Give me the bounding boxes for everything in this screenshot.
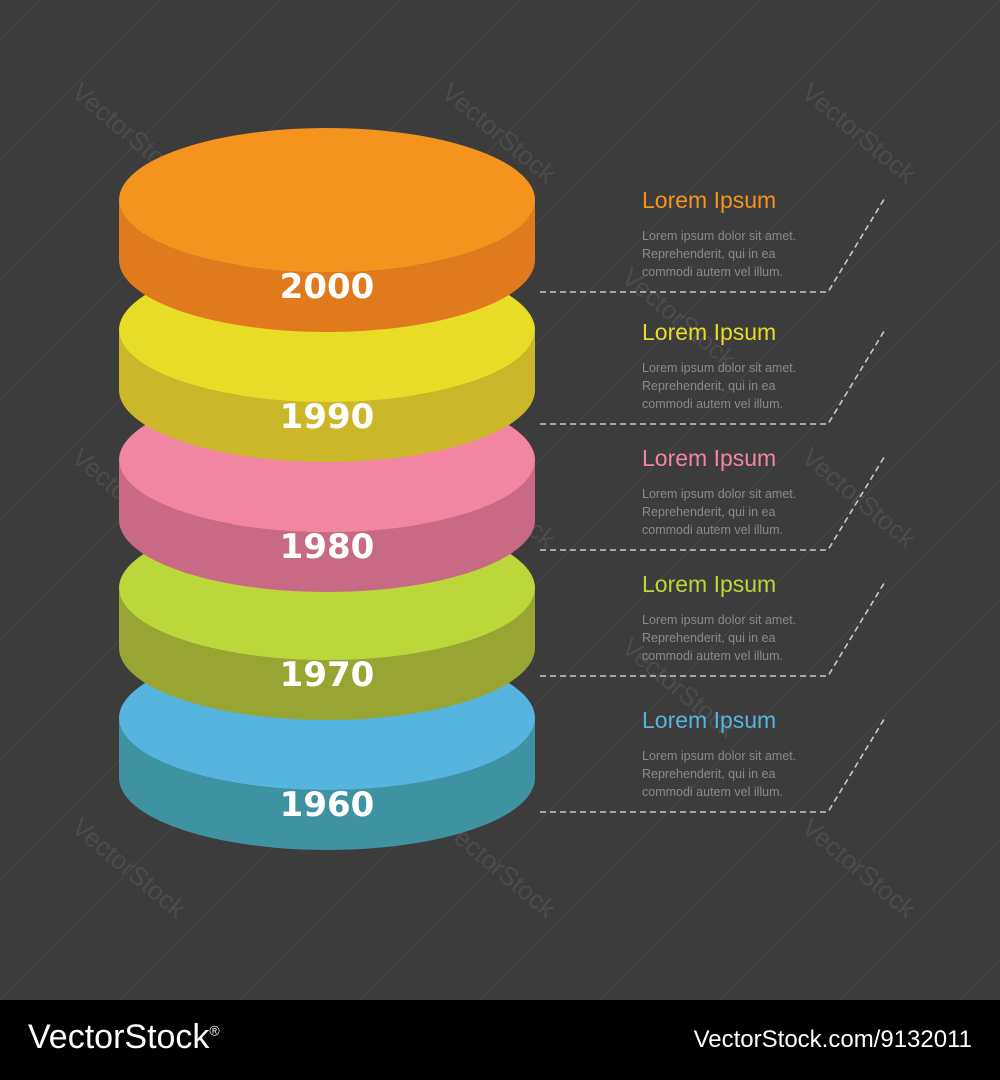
year-label-1970: 1970 [280,655,375,695]
year-label-1980: 1980 [280,527,375,567]
year-label-2000: 2000 [280,267,375,307]
cylinder-side [119,330,535,462]
watermark-text: VectorStock [796,77,922,190]
connector-dashed-line [540,453,887,551]
item-description-line: commodi autem vel illum. [642,649,783,663]
text-block-3: Lorem Ipsum Lorem ipsum dolor sit amet. Re… [642,445,796,537]
item-description-line: commodi autem vel illum. [642,523,783,537]
cylinder-timeline-diagram: VectorStock VectorStock VectorStock VectorS… [0,0,1000,1000]
item-description-line: Lorem ipsum dolor sit amet. [642,487,796,501]
text-block-2: Lorem Ipsum Lorem ipsum dolor sit amet. Re… [642,319,796,411]
cylinder-side [119,588,535,720]
item-title: Lorem Ipsum [642,445,776,471]
footer-url: VectorStock.com/9132011 [693,1026,972,1053]
item-description-line: Lorem ipsum dolor sit amet. [642,613,796,627]
text-block-5: Lorem Ipsum Lorem ipsum dolor sit amet. Re… [642,707,796,799]
cylinder-stack: 1960 1970 1980 1990 2000 [119,128,535,850]
connector-dashed-line [540,195,887,293]
item-description-line: Reprehenderit, qui in ea [642,767,775,781]
item-description-line: commodi autem vel illum. [642,785,783,799]
footer-brand-text: VectorStock [28,1018,210,1056]
cylinder-layer-2000: 2000 [119,128,535,332]
watermark-text: VectorStock [796,442,922,555]
item-title: Lorem Ipsum [642,187,776,213]
item-description-line: commodi autem vel illum. [642,397,783,411]
connector-lines [540,195,887,813]
cylinder-side [119,200,535,332]
item-title: Lorem Ipsum [642,571,776,597]
background-line [599,599,1000,1000]
background-line [719,719,1000,1000]
item-description-line: commodi autem vel illum. [642,265,783,279]
item-description-line: Lorem ipsum dolor sit amet. [642,229,796,243]
watermark-text: VectorStock [66,812,192,925]
item-title: Lorem Ipsum [642,319,776,345]
item-description-line: Reprehenderit, qui in ea [642,247,775,261]
item-description-line: Lorem ipsum dolor sit amet. [642,361,796,375]
text-blocks: Lorem Ipsum Lorem ipsum dolor sit amet. Re… [642,187,796,799]
item-title: Lorem Ipsum [642,707,776,733]
infographic-canvas: VectorStock VectorStock VectorStock VectorS… [0,0,1000,1000]
registered-mark: ® [209,1022,220,1039]
background-line [0,0,281,281]
cylinder-top [119,128,535,272]
year-label-1960: 1960 [280,785,375,825]
connector-dashed-line [540,579,887,677]
connector-dashed-line [540,715,887,813]
watermark-footer: VectorStock® VectorStock.com/9132011 [0,1000,1000,1080]
connector-dashed-line [540,327,887,425]
item-description-line: Reprehenderit, qui in ea [642,379,775,393]
watermark-text: VectorStock [796,812,922,925]
year-label-1990: 1990 [280,397,375,437]
cylinder-side [119,718,535,850]
background-line [479,479,1000,1000]
text-block-4: Lorem Ipsum Lorem ipsum dolor sit amet. Re… [642,571,796,663]
cylinder-side [119,460,535,592]
item-description-line: Reprehenderit, qui in ea [642,631,775,645]
footer-brand: VectorStock® [28,1018,220,1057]
text-block-1: Lorem Ipsum Lorem ipsum dolor sit amet. Re… [642,187,796,279]
item-description-line: Lorem ipsum dolor sit amet. [642,749,796,763]
item-description-line: Reprehenderit, qui in ea [642,505,775,519]
background-line [359,359,1000,1000]
